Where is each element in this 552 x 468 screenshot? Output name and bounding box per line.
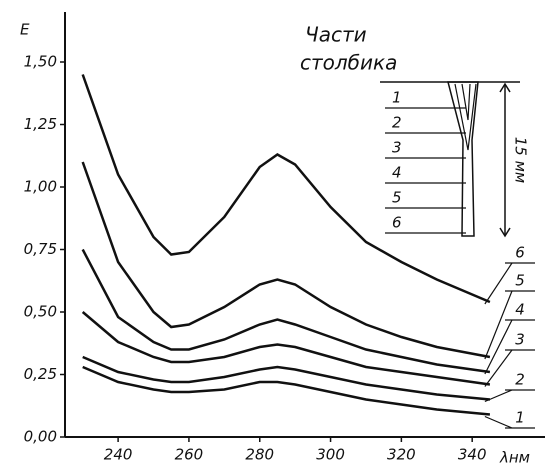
- y-tick-label: 0,25: [24, 365, 57, 383]
- y-tick-label: 0,00: [24, 428, 57, 446]
- x-axis-label: λнм: [499, 449, 530, 467]
- series-label: 6: [515, 244, 525, 262]
- line-series: [81, 74, 491, 304]
- y-tick-label: 1,25: [24, 115, 57, 133]
- line-series: [81, 161, 491, 359]
- inset-part-label: 2: [392, 114, 402, 132]
- inset-part-label: 5: [392, 189, 402, 207]
- leader-line: [484, 389, 513, 403]
- inset-title: Части: [305, 23, 367, 47]
- series-label: 4: [515, 301, 525, 319]
- x-tick-label: 340: [458, 446, 487, 464]
- inset-length: 15 мм: [512, 137, 530, 184]
- leader-line: [484, 349, 513, 387]
- inset-part-label: 3: [392, 139, 402, 157]
- line-series: [82, 365, 491, 416]
- x-tick-label: 260: [175, 446, 204, 464]
- leader-line: [484, 262, 513, 305]
- inset-column: [454, 83, 477, 151]
- y-tick-label: 0,50: [24, 303, 57, 321]
- series-label: 5: [515, 272, 525, 290]
- leader-line: [484, 290, 513, 360]
- line-series: [82, 355, 491, 401]
- leader-line: [484, 319, 513, 375]
- y-tick-label: 1,00: [24, 178, 57, 196]
- x-tick-label: 280: [245, 446, 274, 464]
- line-series: [81, 248, 491, 374]
- y-axis-label: E: [20, 21, 30, 39]
- inset-part-label: 6: [392, 214, 402, 232]
- series-label: 3: [515, 331, 525, 349]
- inset-title: столбика: [300, 51, 397, 75]
- inset-part-label: 4: [392, 164, 402, 182]
- inset-column: [447, 81, 479, 237]
- inset-part-label: 1: [392, 89, 402, 107]
- y-tick-label: 1,50: [24, 53, 57, 71]
- inset: Части столбика 15 мм: [300, 23, 530, 238]
- line-series: [81, 311, 491, 386]
- y-tick-label: 0,75: [24, 240, 57, 258]
- x-tick-label: 240: [104, 446, 133, 464]
- x-tick-label: 320: [387, 446, 416, 464]
- x-tick-label: 300: [316, 446, 345, 464]
- leader-line: [484, 415, 513, 429]
- inset-arrow: [499, 82, 511, 238]
- series-label: 2: [515, 371, 525, 389]
- series-label: 1: [515, 409, 525, 427]
